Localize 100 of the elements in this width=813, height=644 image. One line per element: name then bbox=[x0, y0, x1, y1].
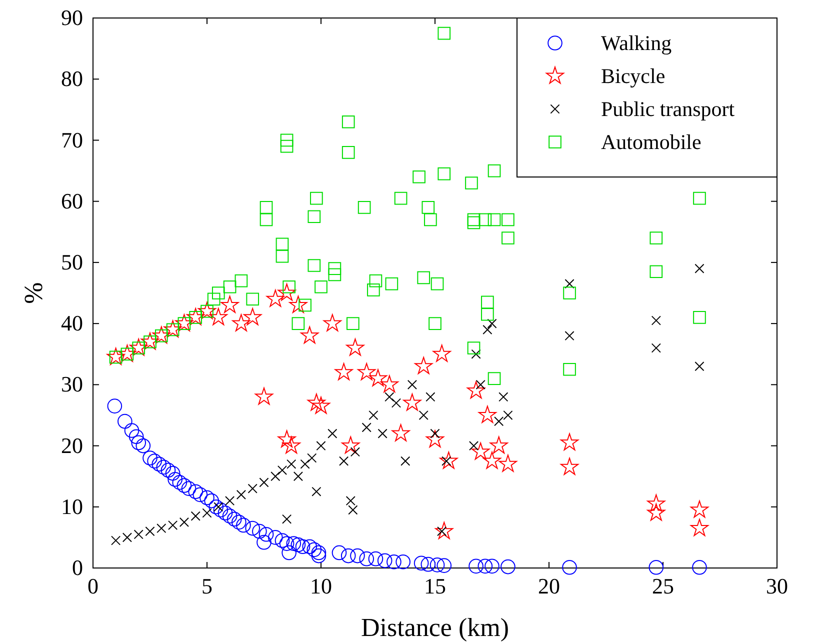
x-tick-label: 20 bbox=[538, 574, 560, 599]
point bbox=[392, 424, 410, 442]
point bbox=[647, 494, 666, 512]
point bbox=[282, 514, 292, 524]
point bbox=[282, 436, 300, 454]
x-axis-title: Distance (km) bbox=[360, 613, 510, 642]
point bbox=[328, 428, 338, 438]
y-axis-title: % bbox=[19, 282, 48, 304]
point bbox=[564, 330, 574, 341]
y-tick-label: 90 bbox=[61, 5, 83, 30]
point bbox=[694, 362, 704, 372]
legend-label: Walking bbox=[601, 31, 672, 55]
point bbox=[690, 518, 708, 536]
point bbox=[179, 517, 189, 527]
x-tick-label: 0 bbox=[88, 574, 98, 599]
legend-label: Bicycle bbox=[601, 64, 666, 88]
point bbox=[118, 344, 136, 362]
point bbox=[498, 454, 517, 472]
point bbox=[435, 522, 454, 540]
point bbox=[168, 520, 178, 530]
point bbox=[358, 362, 376, 380]
point bbox=[380, 375, 398, 392]
point bbox=[198, 302, 216, 320]
point bbox=[342, 436, 360, 454]
point bbox=[362, 422, 372, 432]
point bbox=[694, 264, 704, 274]
point bbox=[202, 508, 212, 518]
point bbox=[312, 486, 322, 496]
point bbox=[430, 428, 440, 438]
point bbox=[384, 392, 394, 402]
point bbox=[248, 484, 258, 494]
x-tick-label: 15 bbox=[424, 574, 446, 599]
x-tick-label: 30 bbox=[766, 574, 788, 599]
point bbox=[323, 314, 342, 332]
point bbox=[346, 338, 364, 356]
point bbox=[350, 447, 360, 457]
point bbox=[122, 532, 132, 542]
point bbox=[564, 279, 574, 289]
y-tick-label: 20 bbox=[61, 432, 83, 458]
point bbox=[647, 504, 666, 521]
y-tick-label: 50 bbox=[61, 249, 83, 274]
point bbox=[391, 398, 402, 408]
y-tick-label: 80 bbox=[61, 66, 83, 92]
y-tick-label: 60 bbox=[61, 188, 83, 214]
point bbox=[407, 380, 417, 390]
point bbox=[286, 459, 296, 469]
point bbox=[368, 410, 378, 420]
point bbox=[426, 392, 436, 402]
point bbox=[487, 318, 497, 328]
point bbox=[478, 406, 496, 423]
point bbox=[140, 332, 160, 350]
point bbox=[152, 326, 170, 344]
point bbox=[560, 458, 579, 475]
point bbox=[482, 324, 492, 334]
point bbox=[482, 452, 502, 469]
point bbox=[467, 381, 486, 399]
point bbox=[307, 453, 317, 463]
point bbox=[346, 496, 356, 506]
x-tick-label: 10 bbox=[310, 574, 332, 599]
legend-label: Public transport bbox=[601, 97, 735, 121]
point bbox=[111, 536, 121, 546]
point bbox=[289, 296, 308, 313]
point bbox=[476, 380, 486, 390]
point bbox=[651, 343, 661, 353]
point bbox=[490, 436, 508, 454]
point bbox=[348, 505, 358, 515]
point bbox=[259, 478, 269, 488]
point bbox=[503, 410, 513, 420]
x-tick-label: 5 bbox=[202, 574, 212, 599]
point bbox=[278, 430, 296, 448]
point bbox=[278, 284, 296, 301]
y-tick-label: 30 bbox=[61, 372, 83, 397]
point bbox=[186, 308, 205, 326]
point bbox=[270, 472, 280, 482]
point bbox=[400, 456, 410, 466]
point bbox=[225, 496, 235, 506]
x-tick-label: 25 bbox=[652, 574, 674, 599]
point bbox=[190, 511, 200, 521]
point bbox=[440, 452, 458, 469]
point bbox=[145, 526, 155, 536]
point bbox=[472, 442, 490, 460]
point bbox=[236, 490, 246, 500]
point bbox=[651, 316, 661, 326]
point bbox=[175, 314, 194, 332]
point bbox=[156, 523, 166, 534]
point bbox=[254, 387, 274, 405]
point bbox=[690, 500, 708, 518]
point bbox=[293, 472, 303, 482]
point bbox=[471, 349, 481, 359]
point bbox=[498, 392, 508, 402]
point bbox=[403, 394, 422, 411]
point bbox=[339, 456, 349, 466]
point bbox=[106, 348, 125, 365]
y-tick-label: 40 bbox=[61, 310, 83, 336]
y-tick-label: 10 bbox=[61, 494, 83, 519]
point bbox=[494, 416, 504, 426]
point bbox=[418, 410, 428, 420]
point bbox=[209, 308, 228, 326]
point bbox=[560, 433, 579, 450]
point bbox=[378, 428, 388, 438]
